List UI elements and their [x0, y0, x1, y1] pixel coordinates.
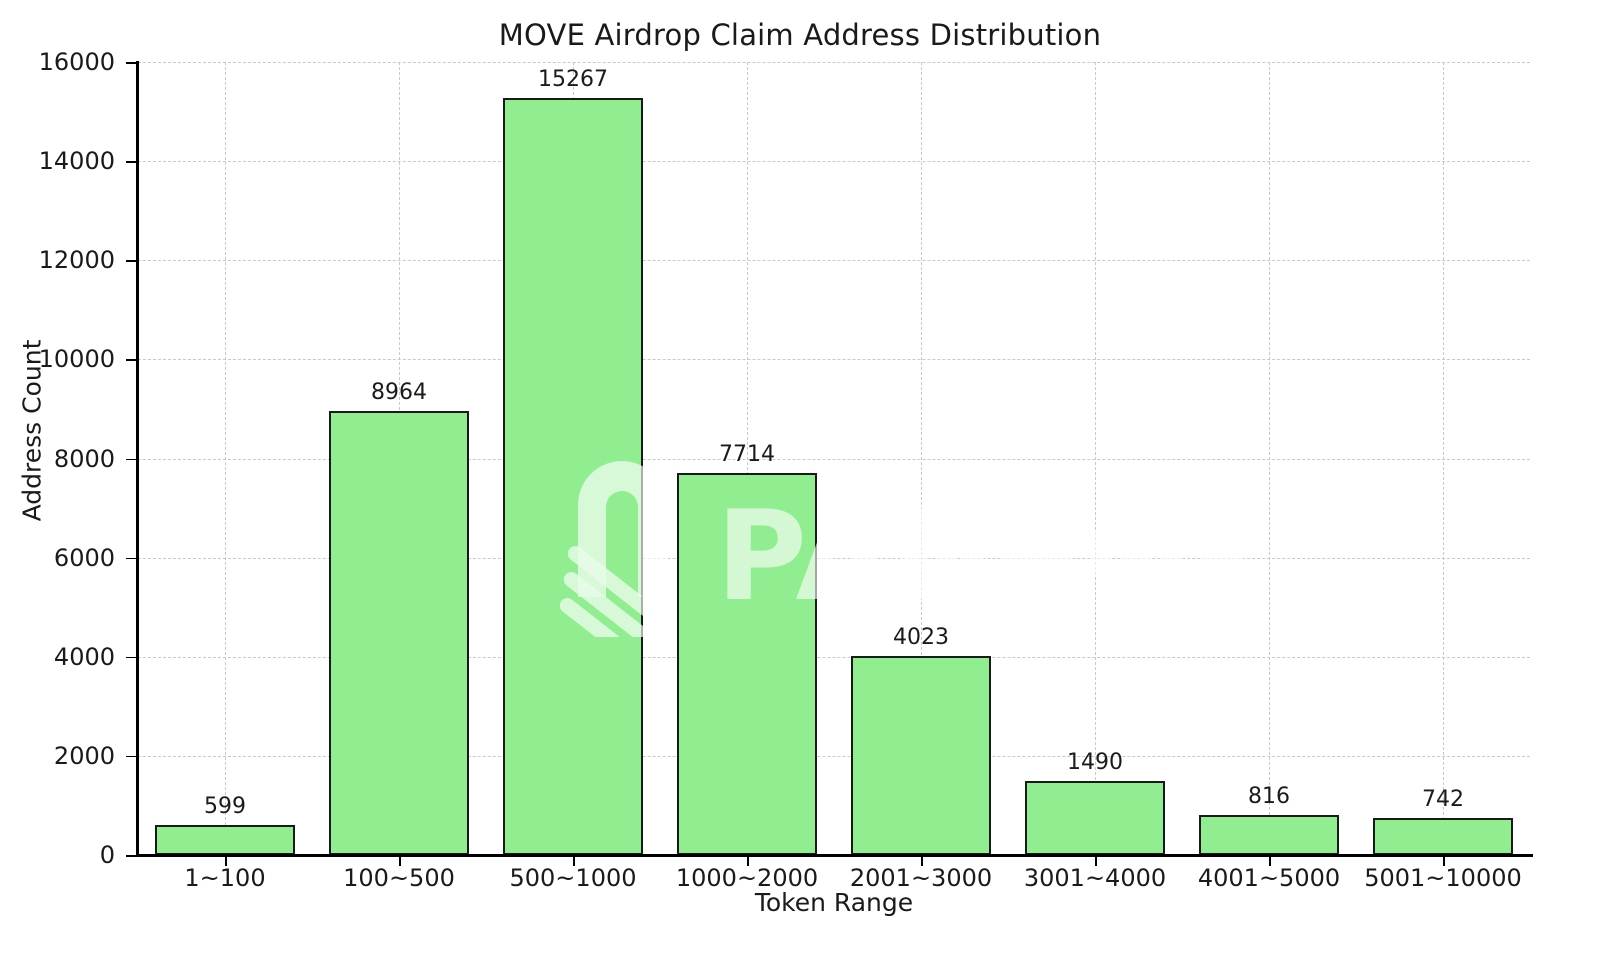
bar-value-label: 816: [1248, 783, 1290, 809]
gridline-horizontal: [138, 656, 1530, 658]
gridline-vertical: [747, 62, 748, 855]
x-tick-label: 1~100: [184, 864, 266, 892]
gridline-vertical: [1443, 62, 1444, 855]
y-tick-mark: [126, 557, 137, 560]
panews-watermark: PANews: [559, 461, 1268, 637]
x-tick-label: 3001~4000: [1023, 864, 1167, 892]
x-tick-mark: [573, 856, 575, 866]
gridline-vertical: [225, 62, 226, 855]
y-tick-mark: [126, 855, 137, 857]
y-tick-label: 12000: [38, 246, 115, 275]
gridline-horizontal: [138, 557, 1530, 559]
gridline-vertical: [1269, 62, 1270, 855]
gridline-horizontal: [138, 755, 1530, 757]
bar-value-label: 1490: [1067, 750, 1123, 776]
gridline-horizontal: [138, 260, 1530, 262]
bar[interactable]: [503, 98, 643, 855]
y-tick-label: 0: [99, 841, 115, 869]
y-tick-mark: [126, 458, 137, 461]
bar[interactable]: [1199, 814, 1339, 855]
bar[interactable]: [1373, 818, 1513, 855]
y-tick-mark: [126, 656, 137, 659]
bar[interactable]: [851, 655, 991, 855]
y-tick-mark: [126, 359, 137, 361]
gridline-horizontal: [138, 161, 1530, 163]
y-tick-mark: [126, 755, 137, 758]
y-tick-mark: [126, 260, 137, 262]
x-axis-title: Token Range: [754, 888, 914, 917]
y-tick-mark: [126, 161, 137, 163]
x-tick-label: 500~1000: [509, 864, 637, 892]
x-tick-label: 5001~10000: [1364, 864, 1522, 892]
gridline-horizontal: [138, 359, 1530, 361]
y-axis-title: Address Count: [8, 0, 56, 860]
bar[interactable]: [677, 472, 817, 855]
y-tick-label: 8000: [53, 444, 115, 473]
gridline-horizontal: [138, 458, 1530, 460]
gridline-vertical: [921, 62, 922, 855]
x-tick-mark: [1095, 856, 1097, 866]
x-axis-spine: [136, 854, 1533, 857]
x-tick-mark: [399, 856, 401, 866]
bar-value-label: 742: [1422, 787, 1464, 813]
bar[interactable]: [1025, 781, 1165, 855]
bar-value-label: 4023: [893, 624, 949, 650]
y-tick-label: 2000: [53, 741, 115, 770]
x-tick-mark: [747, 856, 749, 866]
x-tick-mark: [1269, 856, 1271, 866]
x-tick-mark: [921, 856, 923, 866]
x-tick-label: 100~500: [343, 864, 455, 892]
bar-value-label: 15267: [538, 67, 608, 93]
y-tick-mark: [126, 62, 137, 64]
x-tick-label: 4001~5000: [1197, 864, 1341, 892]
bar-value-label: 599: [204, 794, 246, 820]
bar[interactable]: [155, 825, 295, 855]
x-tick-mark: [225, 856, 227, 866]
bar-value-label: 7714: [719, 441, 775, 467]
y-axis-spine: [136, 61, 139, 857]
y-tick-label: 14000: [38, 147, 115, 176]
y-tick-label: 6000: [53, 543, 115, 572]
y-tick-label: 10000: [38, 345, 115, 374]
y-tick-label: 16000: [38, 48, 115, 76]
plot-area: 599 8964 15267 7714 4023 1490 816 742 PANews: [138, 62, 1530, 855]
gridline-vertical: [1095, 62, 1096, 855]
bar[interactable]: [329, 410, 469, 855]
y-tick-label: 4000: [53, 642, 115, 671]
x-tick-label: 1000~2000: [675, 864, 819, 892]
bar-value-label: 8964: [371, 379, 427, 405]
gridline-horizontal: [138, 62, 1530, 63]
x-tick-mark: [1443, 856, 1445, 866]
chart-title: MOVE Airdrop Claim Address Distribution: [498, 18, 1102, 52]
x-tick-label: 2001~3000: [849, 864, 993, 892]
